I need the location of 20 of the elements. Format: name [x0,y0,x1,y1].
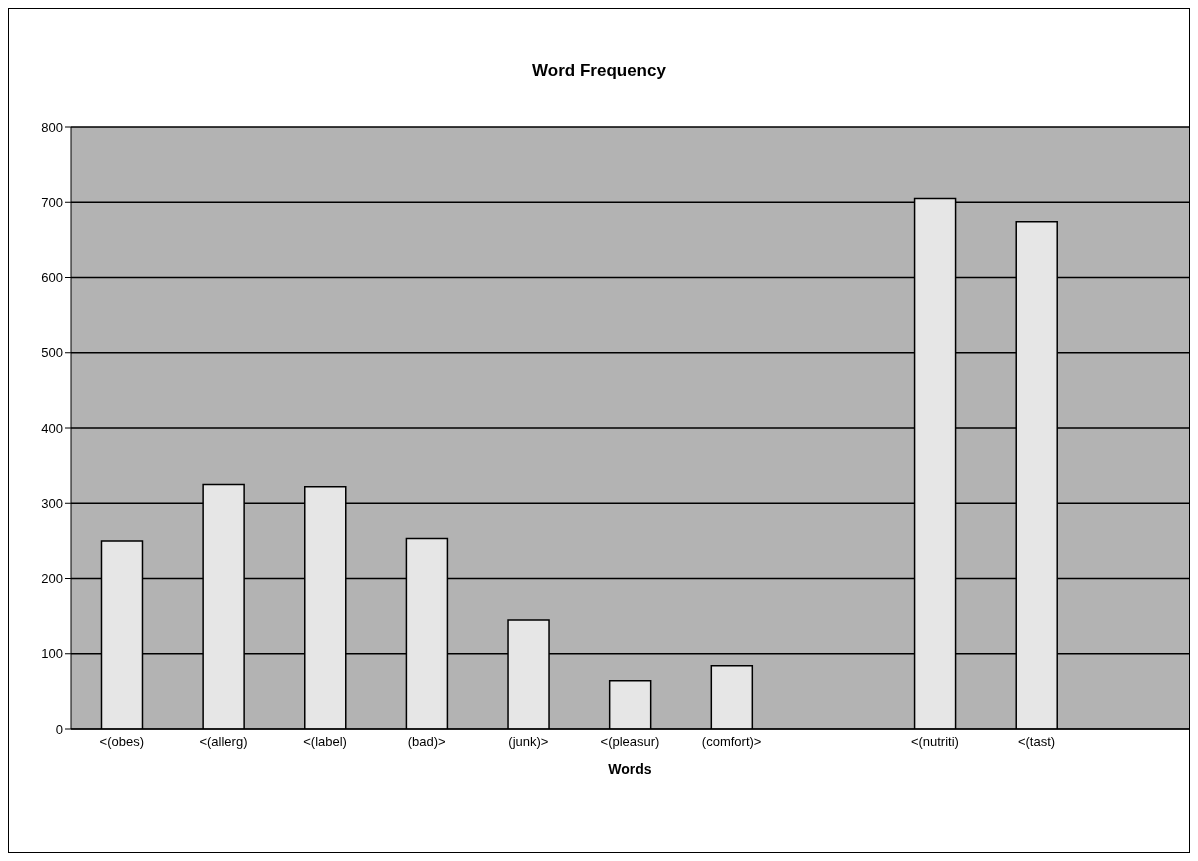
y-tick-label: 500 [41,345,63,361]
y-tick-label: 300 [41,495,63,511]
x-tick-label: (comfort)> [701,734,762,750]
x-tick-label: <(nutriti) [910,734,959,750]
x-tick-label: <(obes) [99,734,145,750]
y-tick-label: 700 [41,194,63,210]
chart-title: Word Frequency [531,61,667,81]
y-tick-label: 600 [41,270,63,286]
y-tick-label: 400 [41,420,63,436]
x-tick-label: (junk)> [508,734,549,750]
x-tick-label: <(tast) [1017,734,1056,750]
y-tick-label: 0 [55,721,63,737]
y-tick-label: 100 [41,646,63,662]
x-tick-label: <(pleasur) [600,734,660,750]
x-tick-label: <(allerg) [199,734,248,750]
x-tick-label: (bad)> [407,734,446,750]
x-axis-title: Words [608,761,652,777]
y-tick-label: 800 [41,119,63,135]
y-tick-label: 200 [41,571,63,587]
x-tick-label: <(label) [303,734,347,750]
